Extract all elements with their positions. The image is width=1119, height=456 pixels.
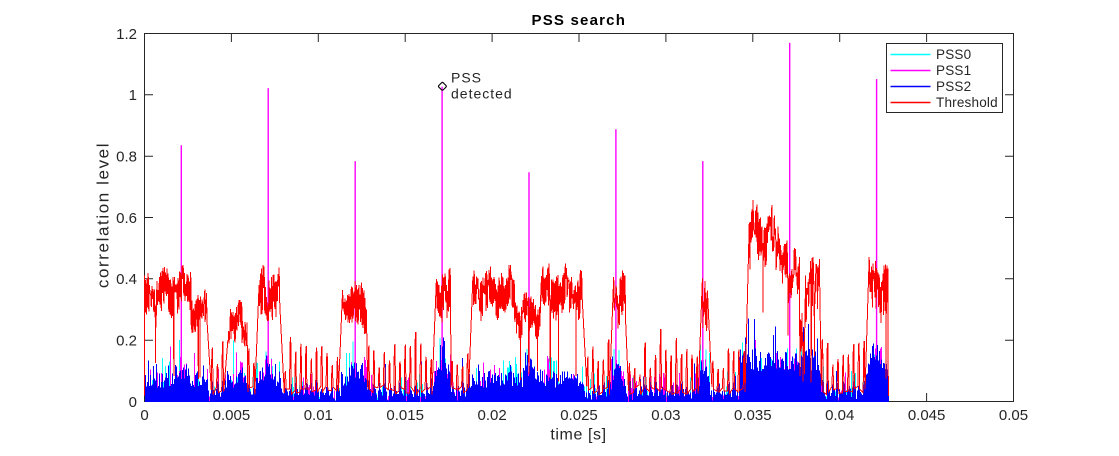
svg-text:time [s]: time [s]	[550, 427, 606, 444]
svg-text:0.4: 0.4	[116, 271, 137, 288]
svg-text:PSS2: PSS2	[936, 79, 971, 94]
svg-text:1.2: 1.2	[116, 26, 137, 43]
svg-text:0.8: 0.8	[116, 149, 137, 166]
svg-text:0: 0	[129, 394, 137, 411]
svg-text:1: 1	[129, 87, 137, 104]
svg-text:0.015: 0.015	[386, 407, 424, 424]
svg-text:0.045: 0.045	[908, 407, 946, 424]
svg-text:detected: detected	[451, 86, 513, 102]
svg-text:0.2: 0.2	[116, 333, 137, 350]
svg-text:Threshold: Threshold	[936, 95, 998, 110]
svg-text:0.035: 0.035	[734, 407, 772, 424]
svg-text:0.05: 0.05	[999, 407, 1028, 424]
svg-text:PSS search: PSS search	[532, 12, 627, 29]
svg-text:PSS0: PSS0	[936, 47, 971, 62]
svg-text:0.01: 0.01	[304, 407, 333, 424]
svg-text:0.005: 0.005	[213, 407, 251, 424]
svg-text:0.025: 0.025	[560, 407, 598, 424]
svg-text:correlation level: correlation level	[94, 142, 113, 288]
svg-text:0.02: 0.02	[477, 407, 506, 424]
svg-text:0: 0	[140, 407, 148, 424]
svg-text:0.03: 0.03	[651, 407, 680, 424]
svg-text:0.6: 0.6	[116, 210, 137, 227]
svg-text:0.04: 0.04	[825, 407, 854, 424]
svg-text:PSS1: PSS1	[936, 63, 971, 78]
svg-text:PSS: PSS	[451, 69, 482, 85]
